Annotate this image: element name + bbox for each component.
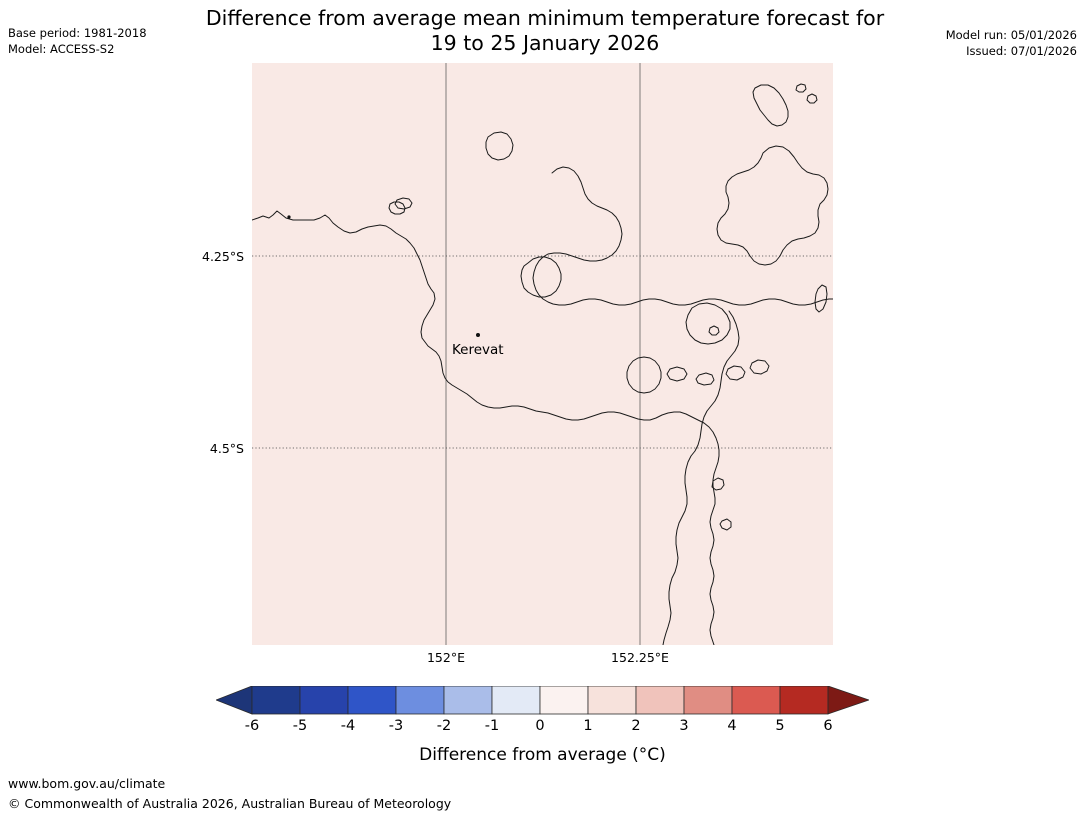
place-markers bbox=[287, 215, 480, 337]
gridlines bbox=[252, 63, 833, 645]
colorbar-under-arrow bbox=[214, 685, 253, 715]
colorbar-segment bbox=[443, 685, 493, 715]
y-tick-label-45s: 4.5°S bbox=[209, 441, 244, 456]
issued-text: Issued: 07/01/2026 bbox=[966, 44, 1077, 58]
colorbar-segments bbox=[214, 685, 871, 715]
colorbar-tick: 6 bbox=[823, 718, 833, 734]
footer-copyright: © Commonwealth of Australia 2026, Austra… bbox=[8, 796, 452, 811]
forecast-map bbox=[252, 63, 833, 645]
colorbar-segment bbox=[395, 685, 445, 715]
page-title: Difference from average mean minimum tem… bbox=[205, 6, 885, 55]
colorbar-tick: 0 bbox=[535, 718, 545, 734]
colorbar-segment bbox=[299, 685, 349, 715]
colorbar-tick: -6 bbox=[244, 718, 260, 734]
colorbar-tick: 1 bbox=[583, 718, 593, 734]
place-label-kerevat: Kerevat bbox=[452, 342, 504, 358]
colorbar bbox=[214, 685, 871, 716]
colorbar-segment bbox=[683, 685, 733, 715]
colorbar-tick: 2 bbox=[631, 718, 641, 734]
colorbar-tick: 3 bbox=[679, 718, 689, 734]
colorbar-tick: 4 bbox=[727, 718, 737, 734]
colorbar-over-arrow bbox=[827, 685, 871, 715]
colorbar-tick: -4 bbox=[340, 718, 356, 734]
colorbar-tick: -3 bbox=[388, 718, 404, 734]
footer-website: www.bom.gov.au/climate bbox=[8, 776, 166, 791]
colorbar-svg bbox=[214, 685, 871, 715]
colorbar-tick: -5 bbox=[292, 718, 308, 734]
colorbar-tick: 5 bbox=[775, 718, 785, 734]
colorbar-segment bbox=[779, 685, 829, 715]
colorbar-segment bbox=[539, 685, 589, 715]
colorbar-segment bbox=[347, 685, 397, 715]
colorbar-segment bbox=[491, 685, 541, 715]
model-run-text: Model run: 05/01/2026 bbox=[945, 28, 1077, 42]
colorbar-axis-label: Difference from average (°C) bbox=[419, 745, 666, 765]
y-tick-label-425s: 4.25°S bbox=[202, 249, 245, 264]
colorbar-tick-labels: -6 -5 -4 -3 -2 -1 0 1 2 3 4 5 6 bbox=[216, 718, 869, 736]
x-tick-label-15225e: 152.25°E bbox=[611, 650, 669, 665]
metadata-left: Base period: 1981-2018 Model: ACCESS-S2 bbox=[8, 25, 147, 57]
base-period-text: Base period: 1981-2018 bbox=[8, 26, 147, 40]
colorbar-tick: -1 bbox=[484, 718, 500, 734]
map-canvas bbox=[252, 63, 833, 645]
metadata-right: Model run: 05/01/2026 Issued: 07/01/2026 bbox=[946, 27, 1077, 59]
footer: www.bom.gov.au/climate © Commonwealth of… bbox=[8, 774, 451, 814]
model-text: Model: ACCESS-S2 bbox=[8, 42, 115, 56]
colorbar-tick: -2 bbox=[436, 718, 452, 734]
coastlines bbox=[252, 83, 833, 645]
colorbar-segment bbox=[587, 685, 637, 715]
x-tick-label-152e: 152°E bbox=[426, 650, 465, 665]
colorbar-segment bbox=[731, 685, 781, 715]
colorbar-segment bbox=[635, 685, 685, 715]
colorbar-segment bbox=[251, 685, 301, 715]
